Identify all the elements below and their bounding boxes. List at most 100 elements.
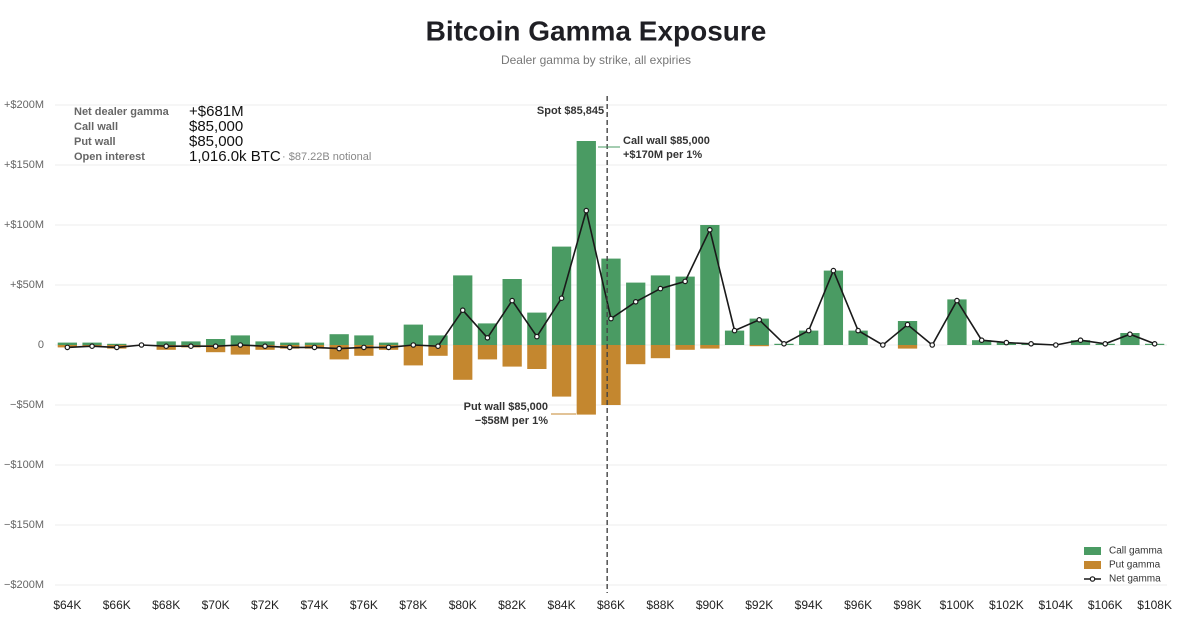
bar [527,312,547,345]
bar [823,270,844,345]
y-tick-label: −$50M [10,399,44,411]
bar [378,342,399,345]
x-tick-label: $92K [745,598,773,612]
net-point [855,327,861,334]
y-tick-label: +$200M [4,99,44,111]
stat-label: Call wall [74,121,118,133]
x-tick-label: $80K [449,598,477,612]
x-tick-label: $106K [1088,598,1123,612]
net-point [163,343,170,350]
stat-label: Open interest [74,151,145,163]
bar [403,324,423,345]
bar [428,345,448,356]
bar [551,345,572,397]
stat-value: $85,000 [189,118,243,135]
chart-subtitle: Dealer gamma by strike, all expiries [501,53,691,67]
net-point [1102,340,1109,347]
net-point [336,345,342,352]
net-point [113,344,120,351]
bar [181,341,201,345]
x-tick-label: $94K [795,598,823,612]
net-point [978,337,985,344]
net-point [682,278,688,285]
bar [947,299,967,345]
stat-value: 1,016.0k BTC [189,148,281,165]
bar [453,345,473,380]
stats-panel: Net dealer gamma +$681M Call wall $85,00… [74,103,371,165]
call-wall-label: +$170M per 1% [623,149,702,161]
net-point [1028,340,1034,347]
bar [354,345,374,356]
bar [428,335,448,345]
net-point [509,297,515,304]
bar [477,323,498,345]
stat-label: Put wall [74,136,116,148]
bar [477,345,498,360]
bar [255,341,275,345]
bar [280,342,300,345]
x-tick-label: $98K [894,598,922,612]
net-point [64,344,71,351]
y-tick-label: −$150M [4,519,44,531]
stat-note: · $87.22B notional [282,151,371,163]
bar [626,282,646,345]
x-tick-label: $74K [300,598,328,612]
net-point [1053,342,1059,348]
bar [230,335,250,345]
bar [205,339,226,345]
legend-label: Call gamma [1109,546,1163,557]
bar [626,345,646,365]
bar [527,345,547,369]
x-tick-label: $68K [152,598,180,612]
x-tick-label: $84K [548,598,576,612]
net-point [212,343,219,350]
net-point [929,342,936,348]
bar [675,276,695,345]
bar [650,275,671,345]
net-point [756,316,763,323]
bar [230,345,250,355]
bar [304,342,325,345]
net-point [237,342,244,348]
x-tick-label: $78K [399,598,427,612]
bar [601,258,621,345]
x-tick-label: $102K [989,598,1024,612]
net-point [657,285,664,292]
net-point [138,342,145,348]
spot-label: Spot $85,845 [537,105,604,117]
net-point [904,321,911,328]
y-tick-label: 0 [38,339,44,351]
bar [156,341,176,345]
y-tick-label: +$50M [10,279,44,291]
net-point [954,297,960,304]
net-point [1127,331,1133,338]
bar [107,343,127,345]
bar [897,345,918,349]
x-tick-label: $82K [498,598,526,612]
bar [576,141,596,345]
net-point [608,315,614,322]
legend-swatch [1089,576,1096,582]
x-tick-label: $104K [1038,598,1073,612]
y-tick-label: +$150M [4,159,44,171]
net-point [1077,337,1084,344]
x-tick-label: $90K [696,598,724,612]
net-point [286,344,293,351]
bar [700,225,720,345]
net-point [262,343,268,350]
net-point [1151,340,1158,347]
y-tick-label: +$100M [4,219,44,231]
x-tick-label: $96K [844,598,872,612]
legend-label: Net gamma [1109,574,1161,585]
net-point [707,227,713,233]
chart-title: Bitcoin Gamma Exposure [426,15,767,46]
net-point [361,344,367,351]
net-point [805,327,812,334]
put-wall-label: −$58M per 1% [475,415,548,427]
legend-label: Put gamma [1109,560,1161,571]
bar [502,345,522,367]
x-tick-label: $76K [350,598,378,612]
legend-swatch [1084,547,1101,555]
x-tick-label: $100K [940,598,975,612]
